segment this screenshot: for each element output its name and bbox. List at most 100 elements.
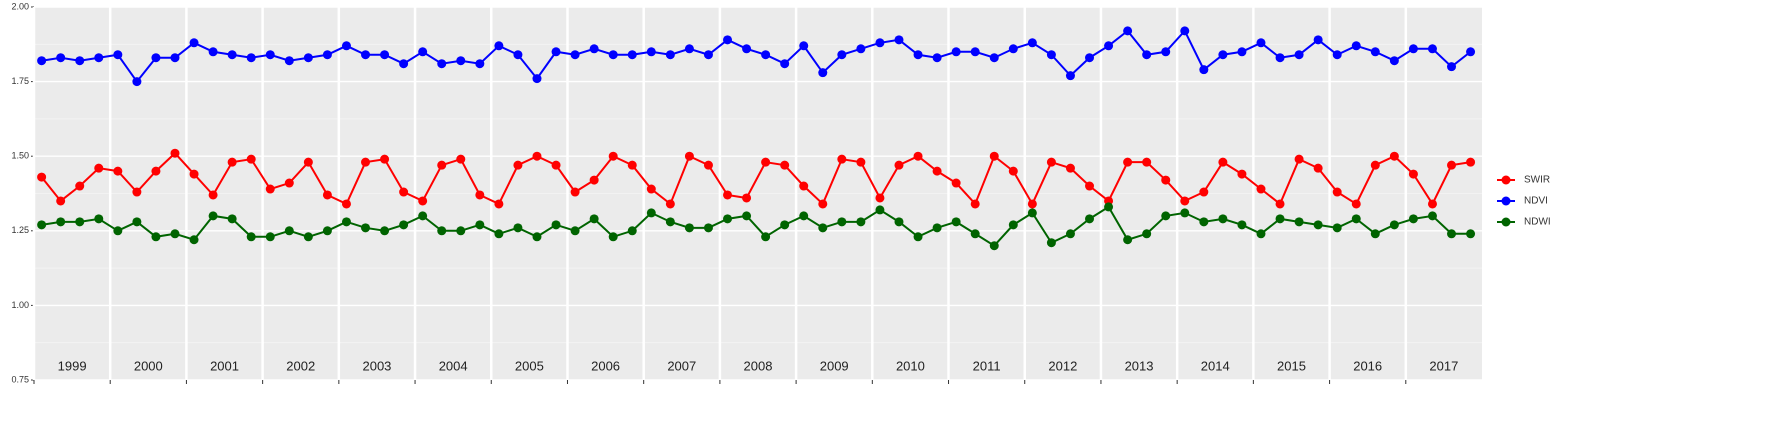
point xyxy=(1466,157,1476,167)
point xyxy=(56,196,66,206)
x-tick-label: 2000 xyxy=(134,358,163,373)
point xyxy=(551,47,561,57)
point xyxy=(684,151,694,161)
point xyxy=(456,56,466,66)
point xyxy=(151,166,161,176)
point xyxy=(151,232,161,242)
point xyxy=(1218,214,1228,224)
point xyxy=(1313,220,1323,230)
point xyxy=(1199,187,1209,197)
point xyxy=(208,47,218,57)
point xyxy=(1104,41,1114,51)
point xyxy=(1027,199,1037,209)
point xyxy=(1389,220,1399,230)
point xyxy=(837,154,847,164)
point xyxy=(1065,163,1075,173)
point xyxy=(189,169,199,179)
point xyxy=(75,217,85,227)
point xyxy=(1085,214,1095,224)
point xyxy=(208,211,218,221)
point xyxy=(970,47,980,57)
point xyxy=(284,56,294,66)
point xyxy=(1313,163,1323,173)
point xyxy=(1332,50,1342,60)
point xyxy=(1085,53,1095,63)
point xyxy=(627,50,637,60)
point xyxy=(1142,229,1152,239)
point xyxy=(303,157,313,167)
point xyxy=(818,199,828,209)
point xyxy=(1199,65,1209,75)
point xyxy=(1161,175,1171,185)
point xyxy=(1389,151,1399,161)
y-tick-label: 1.75 xyxy=(11,76,29,86)
point xyxy=(380,50,390,60)
point xyxy=(627,226,637,236)
point xyxy=(970,229,980,239)
point xyxy=(341,199,351,209)
point xyxy=(1065,229,1075,239)
point xyxy=(341,217,351,227)
point xyxy=(1447,62,1457,72)
point xyxy=(589,175,599,185)
point xyxy=(227,214,237,224)
point xyxy=(780,160,790,170)
point xyxy=(1142,50,1152,60)
x-tick-label: 2013 xyxy=(1125,358,1154,373)
point xyxy=(475,220,485,230)
point xyxy=(1351,214,1361,224)
point xyxy=(322,190,332,200)
point xyxy=(1218,157,1228,167)
legend-label: SWIR xyxy=(1524,175,1550,186)
point xyxy=(361,223,371,233)
point xyxy=(94,163,104,173)
point xyxy=(1027,208,1037,218)
point xyxy=(1065,71,1075,81)
x-tick-label: 2009 xyxy=(820,358,849,373)
point xyxy=(932,166,942,176)
point xyxy=(284,226,294,236)
point xyxy=(665,50,675,60)
point xyxy=(456,226,466,236)
point xyxy=(418,211,428,221)
point xyxy=(437,160,447,170)
point xyxy=(723,35,733,45)
x-tick-label: 2014 xyxy=(1201,358,1230,373)
point xyxy=(875,193,885,203)
point xyxy=(837,217,847,227)
point xyxy=(322,226,332,236)
point xyxy=(627,160,637,170)
point xyxy=(37,56,47,66)
point xyxy=(723,190,733,200)
point xyxy=(818,68,828,78)
point xyxy=(1256,184,1266,194)
point xyxy=(1332,187,1342,197)
point xyxy=(1123,26,1133,36)
point xyxy=(1123,157,1133,167)
point xyxy=(551,220,561,230)
point xyxy=(75,181,85,191)
point xyxy=(56,53,66,63)
point xyxy=(646,47,656,57)
point xyxy=(170,229,180,239)
point xyxy=(170,148,180,158)
point xyxy=(1351,199,1361,209)
point xyxy=(246,232,256,242)
point xyxy=(551,160,561,170)
point xyxy=(94,53,104,63)
point xyxy=(1046,238,1056,248)
point xyxy=(665,199,675,209)
point xyxy=(1027,38,1037,48)
x-tick-label: 2001 xyxy=(210,358,239,373)
point xyxy=(570,226,580,236)
point xyxy=(646,184,656,194)
x-tick-label: 1999 xyxy=(58,358,87,373)
point xyxy=(1332,223,1342,233)
x-tick-label: 2011 xyxy=(973,358,1001,373)
x-tick-label: 2006 xyxy=(591,358,620,373)
point xyxy=(361,50,371,60)
point xyxy=(265,50,275,60)
point xyxy=(513,50,523,60)
point xyxy=(532,232,542,242)
point xyxy=(1427,44,1437,54)
